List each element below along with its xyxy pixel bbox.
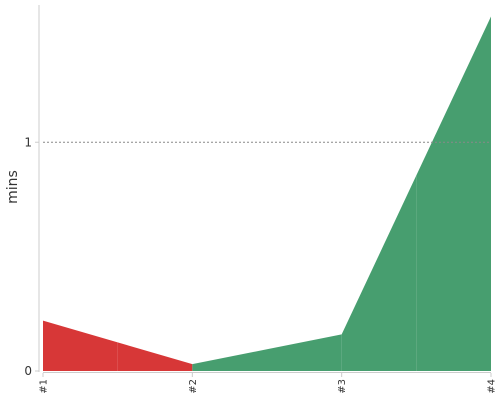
- y-ticks: 01: [24, 135, 39, 378]
- x-ticks: #1 #2 #3 #4: [39, 373, 498, 394]
- y-tick-label-1: 1: [24, 135, 32, 149]
- area-segment-1-right: [43, 320, 118, 371]
- area-series: [43, 16, 491, 371]
- x-tick-label-1: #1: [39, 379, 50, 394]
- x-tick-label-2: #2: [188, 379, 199, 394]
- x-tick-label-3: #3: [337, 379, 348, 394]
- area-segment-1-left: [117, 342, 193, 371]
- area-segment-3-right: [341, 175, 417, 371]
- y-axis-title: mins: [5, 170, 21, 204]
- x-tick-label-4: #4: [487, 379, 498, 394]
- area-segment-3-left: [416, 16, 491, 371]
- area-segment-2-right: [192, 349, 267, 371]
- y-tick-label-0: 0: [24, 364, 32, 378]
- area-segment-2-left: [267, 334, 342, 371]
